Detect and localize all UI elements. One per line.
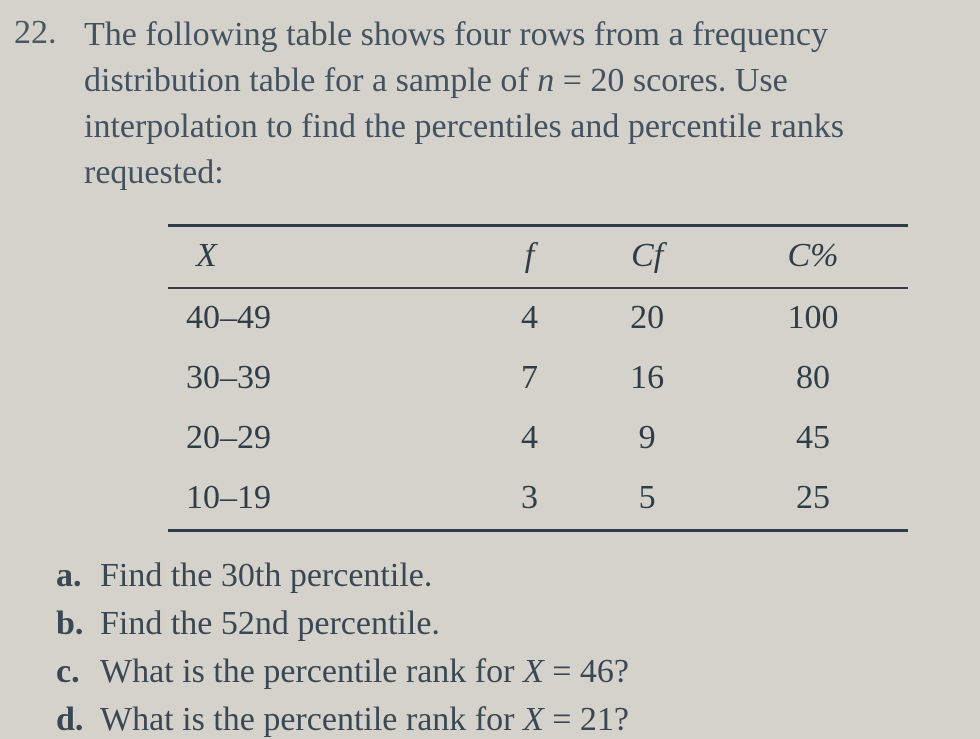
sub-c: c. What is the percentile rank for X = 4… xyxy=(56,648,944,696)
sub-text: Find the 52nd percentile. xyxy=(100,600,440,648)
col-header-x: X xyxy=(168,225,483,288)
sub-c-post: = 46? xyxy=(544,653,629,690)
cell-cpct: 80 xyxy=(718,349,908,409)
variable-x: X xyxy=(523,701,544,738)
cell-cf: 16 xyxy=(576,349,718,409)
table-row: 40–49 4 20 100 xyxy=(168,288,908,349)
cell-x: 30–39 xyxy=(168,349,483,409)
sub-b: b. Find the 52nd percentile. xyxy=(56,600,944,648)
variable-n: n xyxy=(537,62,554,99)
cell-cpct: 45 xyxy=(718,409,908,469)
sub-text: What is the percentile rank for X = 46? xyxy=(100,648,629,696)
cell-cf: 20 xyxy=(576,288,718,349)
page: 22. The following table shows four rows … xyxy=(0,0,980,739)
table-row: 30–39 7 16 80 xyxy=(168,349,908,409)
cell-cpct: 100 xyxy=(718,288,908,349)
col-header-cf: Cf xyxy=(576,225,718,288)
col-header-f: f xyxy=(483,225,577,288)
table-row: 20–29 4 9 45 xyxy=(168,409,908,469)
problem-block: 22. The following table shows four rows … xyxy=(8,12,944,196)
table-header-row: X f Cf C% xyxy=(168,225,908,288)
variable-x: X xyxy=(523,653,544,690)
col-header-cpct: C% xyxy=(718,225,908,288)
problem-stem: The following table shows four rows from… xyxy=(84,12,944,196)
cell-f: 4 xyxy=(483,409,577,469)
sub-label: a. xyxy=(56,552,100,600)
cell-f: 3 xyxy=(483,469,577,531)
sub-c-pre: What is the percentile rank for xyxy=(100,653,523,690)
sub-label: d. xyxy=(56,696,100,739)
sub-text: What is the percentile rank for X = 21? xyxy=(100,696,629,739)
problem-number: 22. xyxy=(8,12,84,52)
sub-d-pre: What is the percentile rank for xyxy=(100,701,523,738)
cell-f: 7 xyxy=(483,349,577,409)
frequency-table: X f Cf C% 40–49 4 20 100 30–39 7 16 80 xyxy=(168,224,908,532)
sub-questions: a. Find the 30th percentile. b. Find the… xyxy=(56,552,944,739)
table-row: 10–19 3 5 25 xyxy=(168,469,908,531)
sub-text: Find the 30th percentile. xyxy=(100,552,432,600)
frequency-table-wrap: X f Cf C% 40–49 4 20 100 30–39 7 16 80 xyxy=(168,224,908,532)
sub-d-post: = 21? xyxy=(544,701,629,738)
cell-x: 10–19 xyxy=(168,469,483,531)
cell-x: 40–49 xyxy=(168,288,483,349)
sub-label: c. xyxy=(56,648,100,696)
cell-f: 4 xyxy=(483,288,577,349)
sub-d: d. What is the percentile rank for X = 2… xyxy=(56,696,944,739)
sub-a: a. Find the 30th percentile. xyxy=(56,552,944,600)
cell-cf: 9 xyxy=(576,409,718,469)
cell-cpct: 25 xyxy=(718,469,908,531)
cell-x: 20–29 xyxy=(168,409,483,469)
cell-cf: 5 xyxy=(576,469,718,531)
sub-label: b. xyxy=(56,600,100,648)
